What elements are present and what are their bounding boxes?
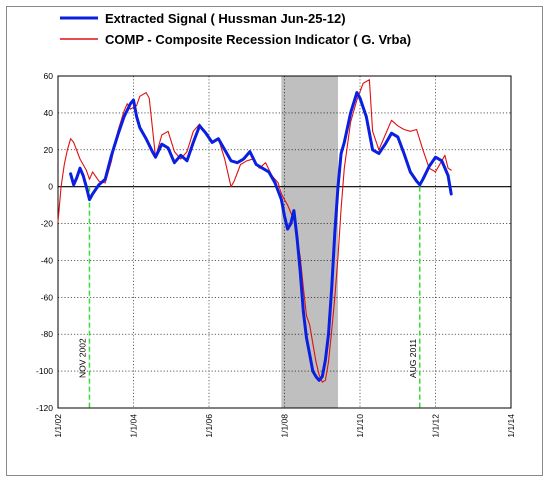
y-tick-label-2: 20 — [44, 145, 54, 155]
y-tick-label-9: -120 — [36, 403, 53, 413]
x-tick-label-0: 1/1/02 — [53, 414, 63, 438]
y-tick-label-8: -100 — [36, 366, 53, 376]
legend-label-extracted: Extracted Signal ( Hussman Jun-25-12) — [105, 11, 346, 26]
y-tick-label-6: -60 — [41, 292, 54, 302]
x-tick-label-5: 1/1/12 — [431, 414, 441, 438]
y-tick-label-5: -40 — [41, 255, 54, 265]
annotation-label-1: AUG 2011 — [408, 339, 418, 378]
y-tick-label-4: -20 — [41, 219, 54, 229]
plot-border — [57, 75, 512, 409]
x-tick-label-1: 1/1/04 — [129, 414, 139, 438]
y-tick-label-7: -80 — [41, 329, 54, 339]
series-line-comp — [57, 79, 452, 383]
legend-label-comp: COMP - Composite Recession Indicator ( G… — [105, 32, 411, 47]
annotation-label-0: NOV 2002 — [77, 338, 87, 378]
y-tick-label-1: 40 — [44, 108, 54, 118]
chart-frame: Extracted Signal ( Hussman Jun-25-12) CO… — [6, 6, 543, 476]
x-tick-label-6: 1/1/14 — [506, 414, 516, 438]
chart: Extracted Signal ( Hussman Jun-25-12) CO… — [36, 11, 516, 438]
x-tick-label-2: 1/1/06 — [204, 414, 214, 438]
series-line-extracted-signal — [69, 91, 453, 382]
x-tick-label-3: 1/1/08 — [280, 414, 290, 438]
y-tick-label-0: 60 — [44, 71, 54, 81]
y-tick-label-3: 0 — [48, 182, 53, 192]
x-tick-label-4: 1/1/10 — [355, 414, 365, 438]
